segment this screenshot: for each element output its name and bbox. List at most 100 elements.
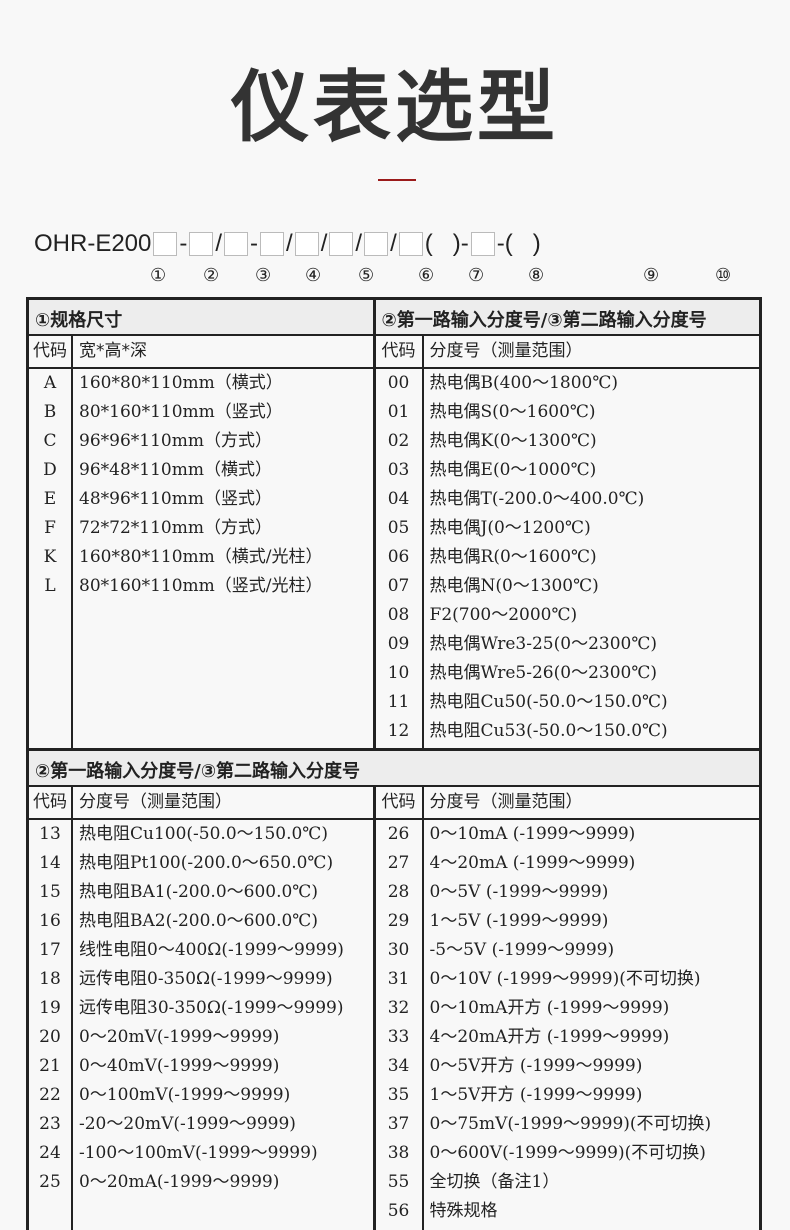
row-desc: 0～600V(-1999～9999)(不可切换) — [429, 1143, 706, 1163]
table-row: 35 1～5V开方 (-1999～9999) — [376, 1081, 759, 1110]
row-desc: 48*96*110mm（竖式） — [79, 489, 272, 509]
row-code: 56 — [376, 1197, 424, 1226]
table-row: 18 远传电阻0-350Ω(-1999～9999) — [29, 965, 373, 994]
row-desc: 热电偶S(0～1600℃) — [429, 402, 596, 422]
table-row: 19 远传电阻30-350Ω(-1999～9999) — [29, 994, 373, 1023]
table-row: 30 -5～5V (-1999～9999) — [376, 936, 759, 965]
row-code: 34 — [376, 1052, 424, 1081]
row-desc: 72*72*110mm（方式） — [79, 518, 272, 538]
table-row: 00 热电偶B(400～1800℃) — [376, 369, 759, 398]
table-row: 13 热电阻Cu100(-50.0～150.0℃) — [29, 820, 373, 849]
row-desc: 热电偶Wre5-26(0～2300℃) — [429, 663, 657, 683]
row-code: 18 — [29, 965, 73, 994]
table-row: F 72*72*110mm（方式） — [29, 514, 373, 543]
row-desc: -20～20mV(-1999～9999) — [79, 1114, 296, 1134]
row-code: L — [29, 572, 73, 601]
row-code: 15 — [29, 878, 73, 907]
separator: / — [355, 230, 363, 257]
row-desc: 特殊规格 — [429, 1201, 498, 1221]
row-code: 09 — [376, 630, 424, 659]
separator: - — [179, 230, 188, 257]
separator: - — [250, 230, 259, 257]
row-code: 00 — [376, 369, 424, 398]
position-label: ⑧ — [528, 265, 545, 286]
row-desc: 远传电阻0-350Ω(-1999～9999) — [79, 969, 333, 989]
row-desc: -100～100mV(-1999～9999) — [79, 1143, 318, 1163]
row-code: 17 — [29, 936, 73, 965]
table-row: 56 特殊规格 — [376, 1197, 759, 1226]
row-code: 12 — [376, 717, 424, 746]
column-header: 代码 分度号（测量范围） — [375, 336, 759, 369]
table-row: B 80*160*110mm（竖式） — [29, 398, 373, 427]
row-code: F — [29, 514, 73, 543]
row-desc: 热电偶T(-200.0～400.0℃) — [429, 489, 645, 509]
section-title: ②第一路输入分度号/③第二路输入分度号 — [35, 761, 361, 782]
table-row: 25 0～20mA(-1999～9999) — [29, 1168, 373, 1197]
row-desc: 96*96*110mm（方式） — [79, 431, 272, 451]
title-divider — [378, 179, 416, 181]
row-code: 10 — [376, 659, 424, 688]
table-row: 12 热电阻Cu53(-50.0～150.0℃) — [376, 717, 759, 746]
row-code: E — [29, 485, 73, 514]
row-desc: 1～5V开方 (-1999～9999) — [429, 1085, 643, 1105]
separator: ( )- — [424, 230, 469, 257]
table-row: 38 0～600V(-1999～9999)(不可切换) — [376, 1139, 759, 1168]
row-desc: 0～20mA(-1999～9999) — [79, 1172, 280, 1192]
row-code: 14 — [29, 849, 73, 878]
row-code: D — [29, 456, 73, 485]
code-slot-box — [294, 232, 319, 256]
position-label: ⑥ — [418, 265, 435, 286]
row-desc: 热电偶N(0～1300℃) — [429, 576, 599, 596]
position-label: ④ — [305, 265, 322, 286]
header-code: 代码 — [29, 787, 73, 818]
row-code: 03 — [376, 456, 424, 485]
row-code: K — [29, 543, 73, 572]
table-row: 10 热电偶Wre5-26(0～2300℃) — [376, 659, 759, 688]
row-desc: 0～5V (-1999～9999) — [429, 882, 609, 902]
row-desc: 热电阻Pt100(-200.0～650.0℃) — [79, 853, 334, 873]
row-code: 24 — [29, 1139, 73, 1168]
row-desc: 热电阻Cu53(-50.0～150.0℃) — [429, 721, 668, 741]
table-row: K 160*80*110mm（横式/光柱） — [29, 543, 373, 572]
code-slot-box — [329, 232, 354, 256]
model-code-template: OHR-E200- / - / / / /( )- -( ) — [34, 230, 541, 258]
table-row: 21 0～40mV(-1999～9999) — [29, 1052, 373, 1081]
spec-table-section-2: ②第一路输入分度号/③第二路输入分度号 代码 分度号（测量范围） 13 热电阻Cu10… — [26, 748, 762, 1230]
row-desc: 0～75mV(-1999～9999)(不可切换) — [429, 1114, 712, 1134]
row-desc: 96*48*110mm（横式） — [79, 460, 272, 480]
row-desc: 80*160*110mm（竖式/光柱） — [79, 576, 323, 596]
code-slot-box — [364, 232, 389, 256]
row-desc: -5～5V (-1999～9999) — [429, 940, 615, 960]
header-desc: 分度号（测量范围） — [429, 792, 583, 812]
code-slot-box — [398, 232, 423, 256]
row-desc: 0～10mA (-1999～9999) — [429, 824, 636, 844]
row-desc: 热电偶B(400～1800℃) — [429, 373, 619, 393]
table-row: 24 -100～100mV(-1999～9999) — [29, 1139, 373, 1168]
row-desc: 160*80*110mm（横式） — [79, 373, 283, 393]
table-row: 37 0～75mV(-1999～9999)(不可切换) — [376, 1110, 759, 1139]
header-code: 代码 — [376, 787, 424, 818]
row-code: 25 — [29, 1168, 73, 1197]
empty-filler — [29, 1197, 373, 1230]
table-row: 23 -20～20mV(-1999～9999) — [29, 1110, 373, 1139]
row-code: 02 — [376, 427, 424, 456]
row-code: 31 — [376, 965, 424, 994]
code-slot-box — [224, 232, 249, 256]
table-row: C 96*96*110mm（方式） — [29, 427, 373, 456]
row-code: B — [29, 398, 73, 427]
row-desc: 热电阻Cu100(-50.0～150.0℃) — [79, 824, 328, 844]
empty-filler — [376, 1226, 759, 1230]
table-row: 06 热电偶R(0～1600℃) — [376, 543, 759, 572]
table-row: 34 0～5V开方 (-1999～9999) — [376, 1052, 759, 1081]
row-desc: 热电阻BA1(-200.0～600.0℃) — [79, 882, 318, 902]
model-prefix: OHR-E200 — [34, 230, 152, 257]
empty-cell — [29, 1197, 73, 1230]
table-row: 09 热电偶Wre3-25(0～2300℃) — [376, 630, 759, 659]
row-code: 55 — [376, 1168, 424, 1197]
row-code: 26 — [376, 820, 424, 849]
row-desc: 4～20mA (-1999～9999) — [429, 853, 636, 873]
table-row: 32 0～10mA开方 (-1999～9999) — [376, 994, 759, 1023]
row-desc: 全切换（备注1） — [429, 1172, 560, 1192]
table-row: 27 4～20mA (-1999～9999) — [376, 849, 759, 878]
row-desc: 线性电阻0～400Ω(-1999～9999) — [79, 940, 344, 960]
